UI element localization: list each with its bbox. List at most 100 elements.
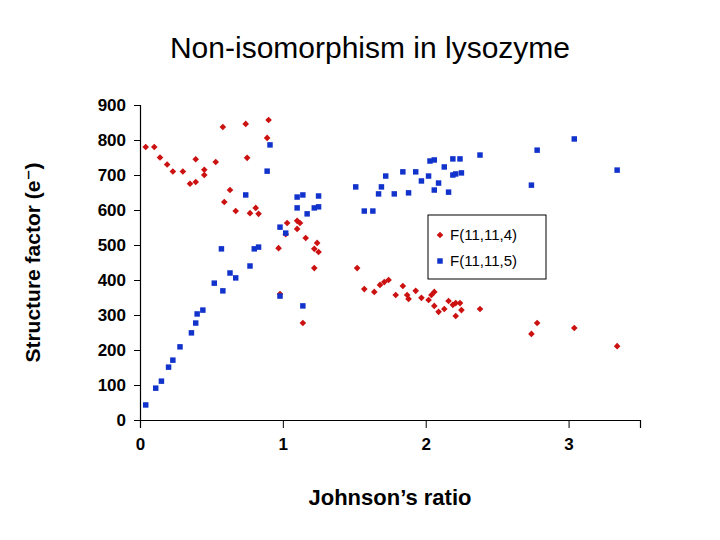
point: [311, 265, 318, 272]
point: [164, 161, 171, 168]
tick: 200: [98, 341, 140, 360]
tick-label: 900: [98, 96, 126, 115]
tick-label: 600: [98, 201, 126, 220]
point: [201, 172, 208, 179]
tick-label: 0: [136, 435, 145, 454]
tick-mark: [569, 420, 570, 428]
point: [255, 211, 262, 218]
point: [400, 283, 407, 290]
point: [227, 270, 232, 275]
point: [212, 159, 219, 166]
point: [571, 325, 578, 332]
y-axis: 0100200300400500600700800900: [98, 96, 141, 430]
point: [212, 280, 217, 285]
x-axis: 0 1 2 3: [136, 420, 641, 454]
point: [534, 320, 541, 327]
point: [353, 184, 358, 189]
point: [300, 192, 305, 197]
tick-label: 400: [98, 271, 126, 290]
tick: 900: [98, 96, 140, 115]
point: [362, 208, 367, 213]
point: [151, 144, 158, 151]
tick: 400: [98, 271, 140, 290]
tick: 3: [564, 420, 573, 454]
point: [435, 309, 442, 316]
point: [379, 184, 384, 189]
axis-line: [134, 106, 141, 421]
tick-mark: [134, 245, 140, 246]
point: [233, 275, 238, 280]
point: [284, 220, 291, 227]
y-axis-title: Structure factor (e⁻): [21, 162, 44, 362]
point: [304, 211, 309, 216]
point: [300, 320, 307, 327]
tick: 600: [98, 201, 140, 220]
tick-mark: [134, 105, 140, 106]
point: [450, 156, 455, 161]
point: [354, 265, 361, 272]
point: [247, 210, 254, 217]
point: [392, 191, 397, 196]
point: [267, 142, 272, 147]
point: [180, 168, 187, 175]
point: [383, 173, 388, 178]
point: [614, 167, 619, 172]
point: [282, 231, 289, 238]
point: [528, 331, 535, 338]
point: [193, 320, 198, 325]
point: [157, 154, 164, 161]
point: [412, 288, 419, 295]
point: [477, 152, 482, 157]
point: [142, 144, 149, 151]
point: [256, 244, 261, 249]
point: [529, 182, 534, 187]
chart: Non-isomorphism in lysozymeJohnson’s rat…: [0, 0, 720, 540]
point: [431, 289, 438, 296]
point: [431, 303, 438, 310]
point: [458, 307, 465, 314]
tick: 1: [279, 420, 288, 454]
point: [452, 313, 459, 320]
point: [170, 357, 175, 362]
point: [385, 277, 392, 284]
tick: 100: [98, 376, 140, 395]
legend: F(11,11,4)F(11,11,5): [428, 215, 546, 279]
point: [419, 178, 424, 183]
tick-mark: [134, 315, 140, 316]
tick-mark: [140, 420, 141, 428]
tick: 0: [117, 411, 140, 430]
point: [392, 292, 399, 299]
point: [221, 199, 228, 206]
point: [194, 311, 199, 316]
tick: 800: [98, 131, 140, 150]
point: [316, 204, 321, 209]
point: [441, 306, 448, 313]
point: [405, 296, 412, 303]
point: [445, 298, 452, 305]
point: [166, 364, 171, 369]
point: [264, 135, 271, 142]
tick: 500: [98, 236, 140, 255]
point: [153, 385, 158, 390]
point: [406, 190, 411, 195]
point: [277, 224, 282, 229]
tick: 700: [98, 166, 140, 185]
point: [457, 300, 464, 307]
tick-mark: [426, 420, 427, 428]
tick-mark: [134, 420, 140, 421]
point: [242, 121, 249, 128]
point: [187, 180, 194, 187]
point: [294, 205, 299, 210]
point: [371, 289, 378, 296]
legend-label: F(11,11,5): [450, 252, 517, 269]
point: [227, 187, 234, 194]
tick-label: 3: [564, 435, 573, 454]
point: [170, 168, 177, 175]
point: [442, 164, 447, 169]
point: [220, 124, 227, 131]
point: [244, 155, 251, 162]
point: [252, 205, 259, 212]
point: [400, 169, 405, 174]
point: [192, 156, 199, 163]
tick: 2: [421, 420, 430, 454]
